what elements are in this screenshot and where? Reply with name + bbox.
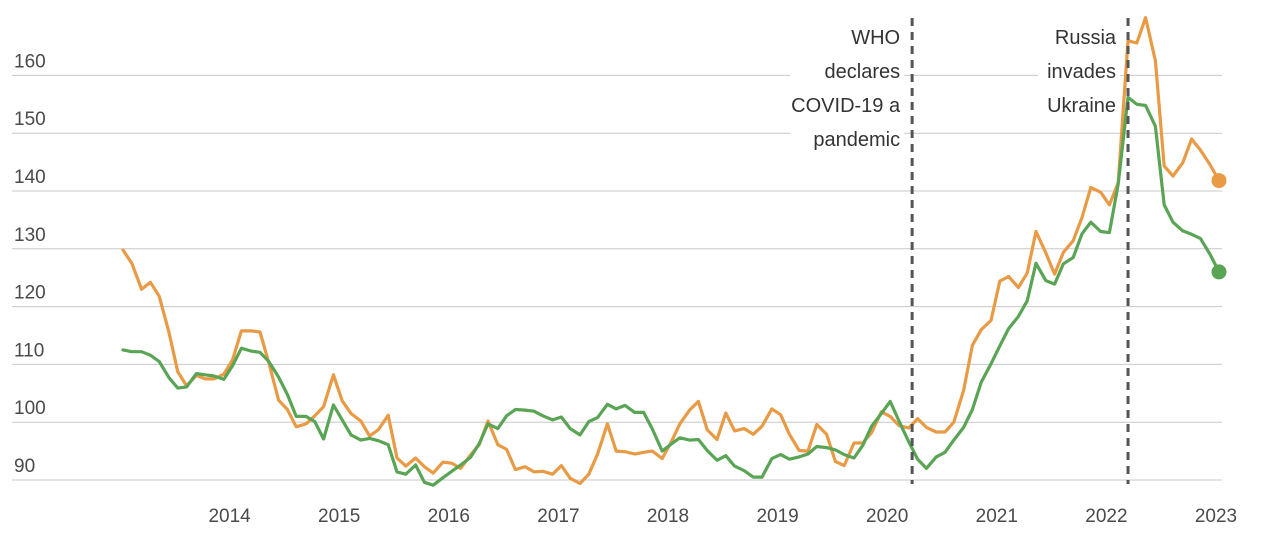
x-tick-label-2017: 2017 [537,506,579,527]
y-tick-label-160: 160 [14,51,46,72]
event-label-background-1 [790,20,905,156]
x-tick-label-2018: 2018 [647,506,689,527]
x-tick-label-2020: 2020 [866,506,908,527]
event-label-1-line-1: WHO [851,27,900,49]
x-tick-label-2022: 2022 [1085,506,1127,527]
series-lines [121,16,1227,487]
y-tick-label-140: 140 [14,167,46,188]
y-tick-label-100: 100 [14,398,46,419]
series-line-2 [121,95,1221,487]
x-tick-label-2014: 2014 [208,506,251,527]
event-annotations: WHO declares COVID-19 a pandemic Russia invad… [790,18,1130,484]
series-end-marker-1 [1211,173,1227,189]
event-label-2-line-2: invades [1047,61,1116,83]
y-axis-tick-labels: 90 100 110 120 130 140 150 160 [14,51,46,477]
y-tick-label-90: 90 [14,456,35,477]
x-tick-label-2023: 2023 [1195,506,1237,527]
y-tick-label-110: 110 [14,340,44,361]
y-tick-label-130: 130 [14,225,46,246]
y-tick-label-150: 150 [14,109,46,130]
x-tick-label-2021: 2021 [976,506,1018,527]
event-label-2-line-3: Ukraine [1047,95,1116,117]
event-label-1-line-2: declares [825,61,901,83]
event-label-1-line-4: pandemic [813,129,900,151]
y-tick-label-120: 120 [14,283,46,304]
x-tick-label-2015: 2015 [318,506,360,527]
event-label-background-2 [1037,20,1121,122]
x-axis-tick-labels: 2014 2015 2016 2017 2018 2019 2020 2021 2022 2023 [208,506,1237,527]
x-tick-label-2016: 2016 [428,506,470,527]
x-tick-label-2019: 2019 [756,506,798,527]
event-label-2-line-1: Russia [1055,27,1117,49]
event-label-1-line-3: COVID-19 a [791,95,901,117]
grid-lines [12,74,1222,481]
series-end-marker-2 [1211,264,1227,280]
